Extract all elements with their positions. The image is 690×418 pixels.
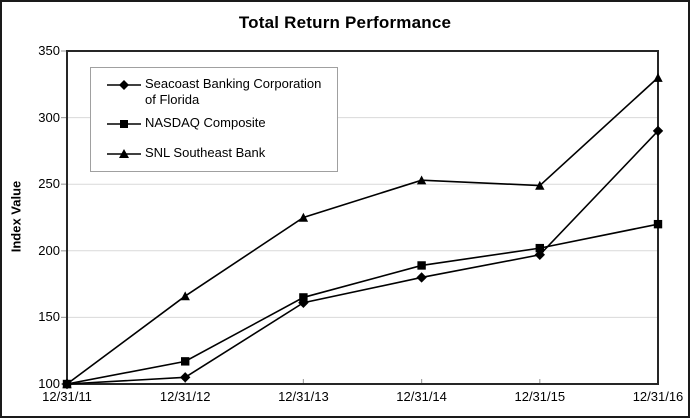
series-line-triangle	[66, 77, 659, 385]
diamond-marker-icon	[180, 372, 191, 383]
diamond-marker-icon	[652, 125, 664, 137]
x-tick-label: 12/31/13	[278, 389, 329, 404]
legend-label: NASDAQ Composite	[145, 115, 266, 130]
triangle-marker-icon	[180, 291, 190, 301]
diamond-marker-icon	[119, 80, 129, 90]
x-tick-label: 12/31/11	[42, 389, 92, 404]
y-tick-label: 300	[38, 109, 60, 125]
y-tick-label: 250	[38, 176, 60, 192]
triangle-marker-icon	[119, 149, 129, 158]
triangle-legend-glyph	[107, 149, 141, 158]
legend-item: NASDAQ Composite	[107, 115, 329, 131]
diamond-legend-glyph	[107, 80, 141, 90]
diamond-marker-icon	[416, 272, 427, 283]
legend-label: Seacoast Banking Corporation of Florida	[145, 76, 322, 107]
diamond-marker-icon	[534, 249, 545, 260]
chart-title: Total Return Performance	[238, 13, 452, 32]
square-marker-icon	[653, 219, 663, 229]
legend-item: Seacoast Banking Corporation of Florida	[107, 76, 329, 108]
x-tick-label: 12/31/16	[632, 389, 684, 404]
y-tick-label: 200	[38, 242, 60, 258]
x-tick-label: 12/31/14	[396, 389, 447, 404]
series-line-diamond	[66, 130, 659, 385]
plot-border	[66, 50, 659, 385]
square-marker-icon	[417, 261, 426, 270]
square-marker-icon	[535, 243, 544, 253]
square-marker-icon	[181, 357, 190, 366]
triangle-marker-icon	[298, 212, 309, 222]
y-tick-label: 350	[38, 43, 60, 58]
square-marker-icon	[120, 120, 128, 128]
legend: Seacoast Banking Corporation of Florida N…	[90, 67, 338, 172]
triangle-marker-icon	[416, 175, 427, 185]
triangle-marker-icon	[653, 72, 663, 82]
y-tick-label: 150	[38, 309, 60, 325]
triangle-marker-icon	[535, 180, 545, 190]
triangle-marker-icon	[62, 379, 72, 389]
series-line-square	[66, 223, 659, 385]
square-marker-icon	[299, 293, 308, 302]
y-tick-label: 100	[38, 376, 60, 391]
legend-label: SNL Southeast Bank	[145, 145, 266, 160]
legend-item: SNL Southeast Bank	[107, 145, 329, 161]
square-legend-glyph	[107, 120, 141, 128]
x-tick-label: 12/31/12	[159, 389, 211, 404]
x-tick-label: 12/31/15	[514, 389, 566, 404]
